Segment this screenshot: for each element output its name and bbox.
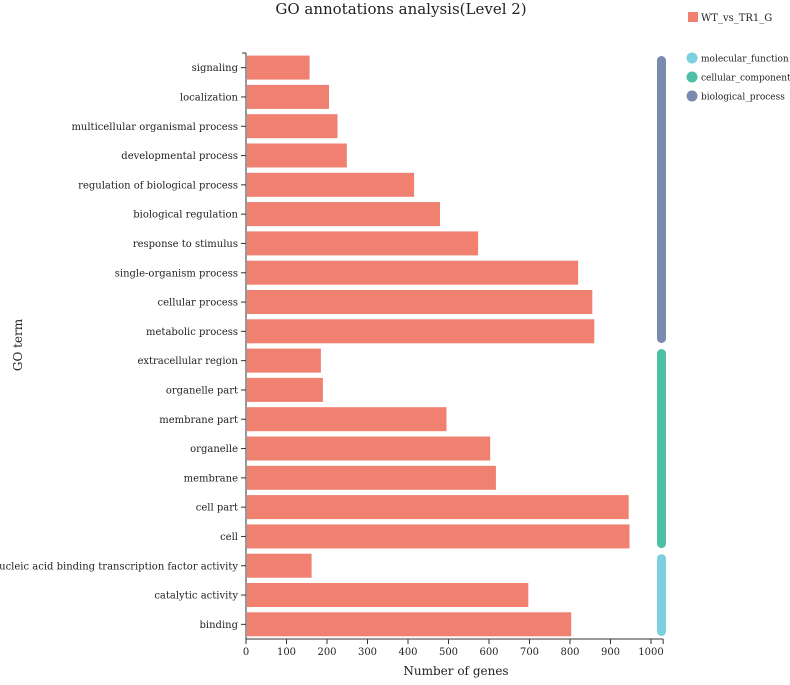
x-tick-label: 1000 [638, 647, 663, 658]
y-tick-label: organelle [190, 444, 238, 455]
legend-group-dot [687, 72, 698, 83]
bar [247, 349, 321, 373]
x-tick-label: 0 [243, 647, 249, 658]
bar [247, 56, 310, 80]
legend-swatch [688, 12, 698, 22]
bar [247, 466, 496, 490]
legend-group-dot [687, 91, 698, 102]
x-tick-label: 600 [479, 647, 498, 658]
y-tick-label: metabolic process [146, 327, 238, 338]
bar [247, 612, 571, 636]
x-tick-label: 800 [560, 647, 579, 658]
bar [247, 290, 592, 314]
bar [247, 114, 338, 138]
bar [247, 378, 323, 402]
y-axis-label: GO term [11, 318, 25, 371]
bar [247, 437, 490, 461]
y-tick-label: signaling [192, 63, 239, 74]
bar [247, 554, 312, 578]
y-tick-label: membrane part [159, 415, 238, 426]
group-indicator-molecular-function [657, 554, 666, 636]
legend-group-label: molecular_function [701, 55, 789, 65]
y-tick-label: extracellular region [137, 356, 238, 367]
group-indicator-cellular-component [657, 349, 666, 548]
plot-area: signaling localization multicellular organ… [0, 53, 666, 658]
bar [247, 144, 347, 168]
bar [247, 173, 414, 197]
y-tick-label: single-organism process [115, 268, 238, 279]
bar [247, 85, 329, 109]
y-tick-label: localization [180, 92, 239, 103]
y-tick-label: regulation of biological process [78, 180, 238, 191]
legend-group-dot [687, 53, 698, 64]
y-tick-label: organelle part [166, 385, 238, 396]
bar [247, 202, 440, 226]
bar [247, 583, 528, 607]
legend-group-label: biological_process [701, 93, 785, 103]
x-tick-label: 500 [439, 647, 458, 658]
x-tick-label: 100 [277, 647, 296, 658]
y-tick-label: binding [200, 620, 239, 631]
y-tick-label: response to stimulus [133, 239, 238, 250]
y-tick-label: cell [220, 532, 238, 543]
x-tick-label: 700 [520, 647, 539, 658]
legend: WT_vs_TR1_G molecular_function cellular_co… [687, 12, 790, 103]
y-tick-label: catalytic activity [154, 591, 238, 602]
chart-title: GO annotations analysis(Level 2) [275, 0, 526, 18]
y-tick-label: nucleic acid binding transcription facto… [0, 561, 238, 572]
y-tick-label: developmental process [121, 151, 238, 162]
y-tick-label: membrane [184, 473, 238, 484]
legend-group-label: cellular_component [701, 74, 790, 84]
x-tick-label: 900 [601, 647, 620, 658]
bar [247, 524, 630, 548]
y-tick-label: biological regulation [133, 210, 238, 221]
bar [247, 319, 594, 343]
x-tick-label: 400 [398, 647, 417, 658]
bar [247, 261, 578, 285]
x-tick-label: 200 [317, 647, 336, 658]
bar [247, 407, 447, 431]
y-tick-label: cellular process [158, 298, 238, 309]
x-tick-label: 300 [358, 647, 377, 658]
y-tick-label: cell part [196, 503, 238, 514]
group-indicator-biological-process [657, 56, 666, 343]
bar [247, 495, 629, 519]
bar [247, 231, 478, 255]
legend-label: WT_vs_TR1_G [701, 13, 772, 24]
y-tick-label: multicellular organismal process [71, 122, 238, 133]
x-axis-label: Number of genes [403, 664, 508, 678]
